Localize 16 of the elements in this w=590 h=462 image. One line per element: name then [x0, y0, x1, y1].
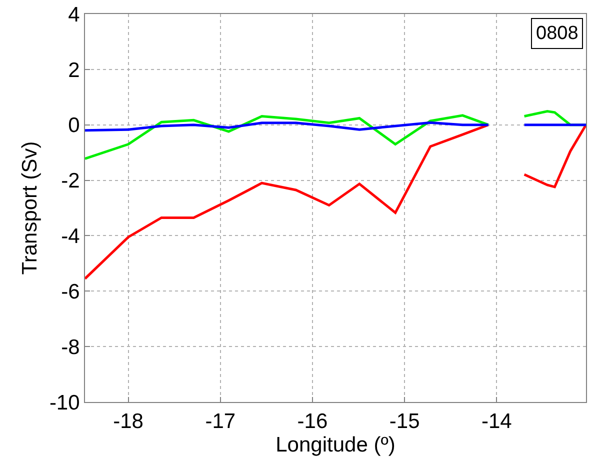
y-tick-label: -6 [61, 280, 80, 304]
y-tick-label: -8 [61, 336, 80, 359]
y-tick-label: -4 [61, 225, 80, 248]
x-tick-label: -14 [481, 410, 512, 434]
y-tick-label: 0 [68, 114, 80, 138]
y-axis-title: Transport (Sv) [18, 141, 42, 275]
y-tick-label: -2 [61, 170, 80, 193]
x-tick-label: -16 [297, 410, 328, 434]
y-tick-label: -10 [49, 391, 80, 414]
y-tick-label: 4 [68, 3, 80, 26]
x-tick-label: -17 [205, 410, 236, 434]
x-axis-title: Longitude (º) [276, 433, 396, 456]
y-tick-label: 2 [68, 58, 80, 82]
x-tick-label: -15 [389, 410, 420, 434]
x-tick-label: -18 [113, 410, 144, 434]
annotation: 0808 [536, 23, 578, 44]
